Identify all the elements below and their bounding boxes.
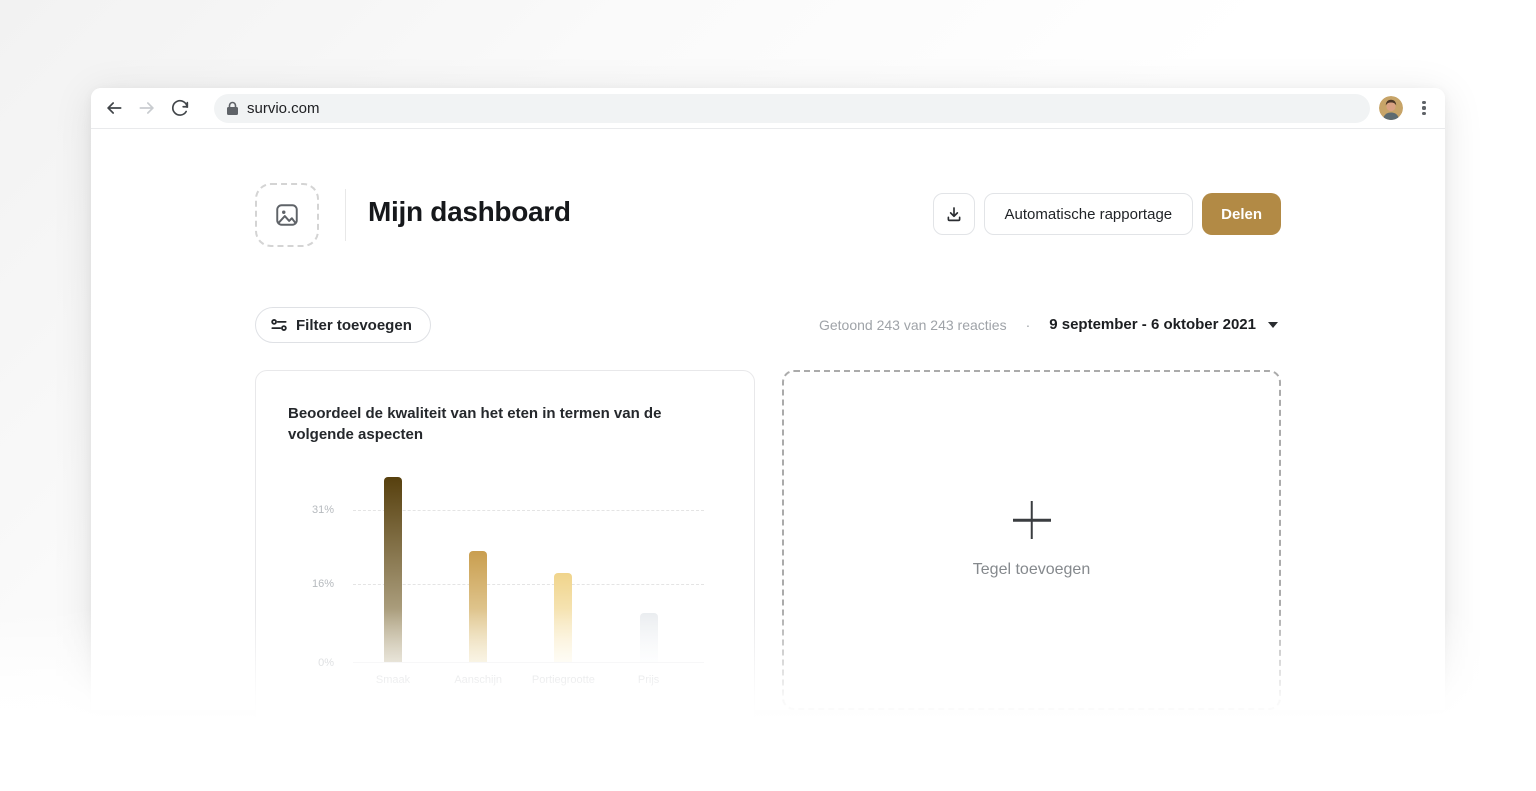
download-button[interactable] [932,193,975,235]
avatar[interactable] [1379,96,1403,120]
chart-gridline [353,510,704,512]
address-bar[interactable]: survio.com [214,93,1370,123]
chart-bar [384,477,402,662]
dashboard-image-placeholder[interactable] [255,183,319,247]
lock-icon [227,101,238,115]
filter-meta: Getoond 243 van 243 reacties · 9 septemb… [819,316,1278,333]
download-icon [947,207,960,222]
page-title: Mijn dashboard [368,196,571,227]
chart-category-label: Prijs [637,674,660,686]
add-filter-button[interactable]: Filter toevoegen [255,307,431,343]
automatic-report-button[interactable]: Automatische rapportage [983,193,1194,235]
filter-sliders-icon [271,319,287,331]
share-button[interactable]: Delen [1202,193,1281,235]
header-divider [345,189,346,241]
responses-shown-text: Getoond 243 van 243 reacties [818,316,1007,333]
date-range-selector[interactable]: 9 september - 6 oktober 2021 [1049,316,1256,333]
chart-ytick-label: 31% [311,504,334,517]
back-icon[interactable] [104,98,124,118]
plus-icon [1013,501,1051,539]
chart-card: Beoordeel de kwaliteit van het eten in t… [255,370,755,730]
chart-bar [639,612,658,662]
chart-bar [469,551,488,662]
chevron-down-icon[interactable] [1268,321,1278,328]
chart-ytick-label: 16% [311,578,334,591]
chart-gridline [353,584,704,586]
add-filter-label: Filter toevoegen [296,316,412,334]
add-tile-button[interactable]: Tegel toevoegen [782,370,1281,710]
header-actions: Automatische rapportage Delen [932,193,1281,235]
chart-bar [554,573,573,662]
chart-ytick-label: 0% [318,657,334,669]
image-icon [276,204,298,226]
forward-icon[interactable] [137,98,157,118]
browser-toolbar: survio.com [91,88,1445,129]
chart-plot: 0% 16% 31% Smaak Aanschijn Portiegrootte Prijs [312,461,704,686]
reload-icon[interactable] [170,98,190,118]
browser-window: survio.com Mijn dashboard Automatische r… [91,88,1445,730]
meta-separator: · [1025,316,1031,333]
chart-baseline [353,662,704,663]
url-text: survio.com [247,99,320,117]
browser-menu-icon[interactable] [1415,99,1433,117]
chart-title: Beoordeel de kwaliteit van het eten in t… [288,405,662,443]
add-tile-label: Tegel toevoegen [972,561,1091,578]
